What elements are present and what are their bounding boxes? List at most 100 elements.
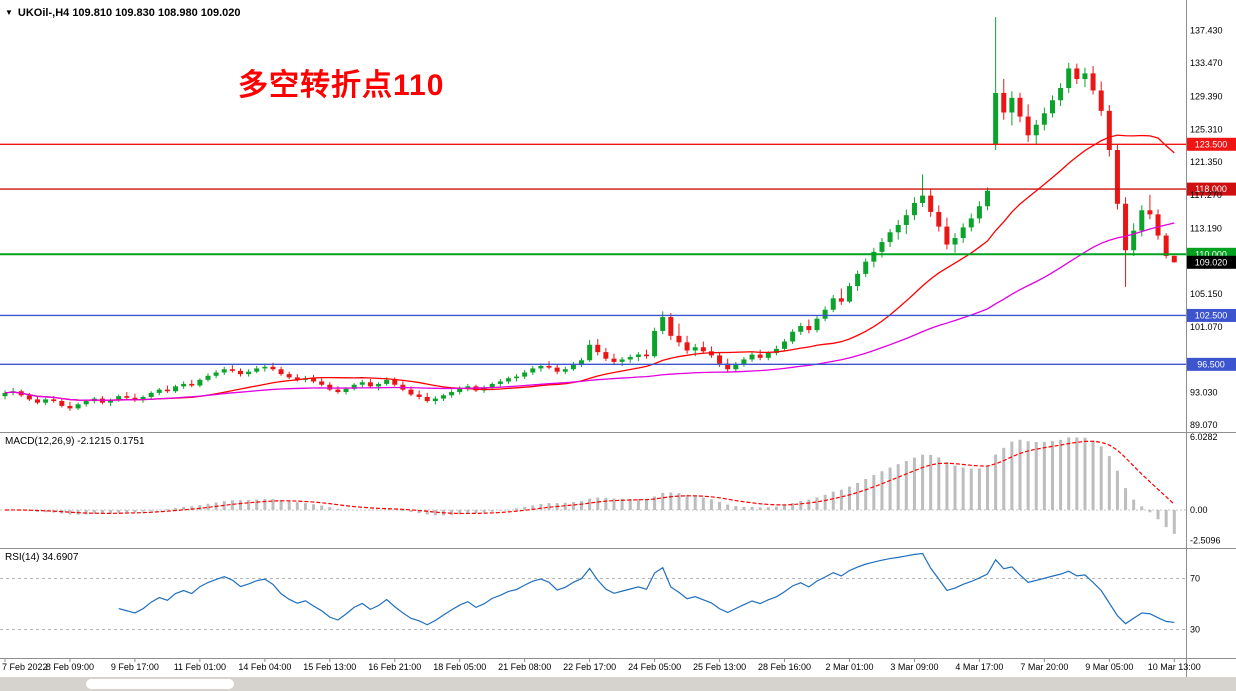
candle-body — [725, 363, 731, 370]
candle-body — [595, 344, 601, 353]
candle-body — [1163, 235, 1169, 256]
candle-body — [895, 224, 901, 233]
time-axis-label: 18 Feb 05:00 — [433, 662, 486, 672]
macd-axis-label: 6.0282 — [1190, 432, 1218, 442]
candle-body — [1123, 203, 1129, 251]
price-axis-label: 89.070 — [1190, 420, 1218, 430]
candle-body — [1147, 210, 1153, 215]
candle-body — [1017, 97, 1023, 117]
candlestick-chart-icon: ▼ — [5, 8, 13, 17]
candle-body — [311, 378, 317, 382]
candle-body — [108, 400, 114, 403]
candle-body — [749, 354, 755, 360]
candle-body — [294, 377, 300, 380]
time-axis-label: 22 Feb 17:00 — [563, 662, 616, 672]
candle-body — [538, 365, 544, 369]
candle-body — [611, 358, 617, 362]
candle-body — [59, 401, 65, 406]
candle-body — [976, 206, 982, 219]
rsi-line — [118, 552, 1175, 626]
candle-body — [1082, 73, 1088, 80]
candle-body — [944, 226, 950, 245]
candle-body — [124, 396, 130, 398]
candle-body — [83, 401, 89, 405]
rsi-axis-label: 70 — [1190, 574, 1200, 584]
candle-body — [887, 232, 893, 243]
candle-body — [376, 383, 382, 387]
candle-body — [765, 352, 771, 358]
candle-body — [457, 388, 463, 393]
candle-body — [579, 360, 585, 365]
candle-body — [822, 309, 828, 319]
candle-body — [351, 384, 357, 389]
price-axis-label: 137.430 — [1190, 26, 1223, 36]
time-axis-label: 8 Feb 09:00 — [46, 662, 94, 672]
candle-body — [1025, 116, 1031, 136]
candle-body — [229, 369, 235, 371]
candle-body — [1033, 124, 1039, 136]
candle-body — [757, 354, 763, 358]
candle-body — [741, 359, 747, 365]
candle-body — [522, 372, 528, 377]
candle-body — [554, 367, 560, 372]
candle-body — [164, 389, 170, 392]
candle-body — [1155, 214, 1161, 236]
candle-body — [660, 317, 666, 331]
price-axis-label: 133.470 — [1190, 58, 1223, 68]
time-axis-label: 9 Mar 05:00 — [1085, 662, 1133, 672]
candle-body — [67, 405, 73, 409]
candle-body — [173, 386, 179, 392]
candle-body — [652, 330, 658, 357]
candle-body — [221, 369, 227, 373]
time-axis-label: 16 Feb 21:00 — [368, 662, 421, 672]
candle-body — [278, 369, 284, 375]
candle-body — [416, 394, 422, 397]
candle-body — [489, 383, 495, 388]
price-axis-label: 121.350 — [1190, 157, 1223, 167]
candle-body — [424, 396, 430, 402]
candle-body — [497, 381, 503, 384]
chart-header: ▼ UKOil-,H4 109.810 109.830 108.980 109.… — [5, 7, 241, 19]
candle-body — [863, 261, 869, 274]
candle-body — [968, 218, 974, 228]
price-axis-label: 129.390 — [1190, 91, 1223, 101]
candle-body — [1058, 88, 1064, 101]
candle-body — [197, 379, 203, 386]
candle-body — [920, 195, 926, 203]
candle-body — [798, 326, 804, 332]
current-price-box — [1187, 255, 1236, 269]
candle-body — [270, 366, 276, 370]
candle-body — [1114, 149, 1120, 204]
taskbar-search-pill[interactable] — [86, 679, 234, 689]
macd-axis-label: 0.00 — [1190, 505, 1208, 515]
candle-body — [43, 399, 49, 403]
candle-body — [782, 341, 788, 349]
candle-body — [952, 238, 958, 245]
price-axis-label: 113.190 — [1190, 223, 1222, 233]
candle-body — [993, 92, 999, 145]
candle-body — [286, 374, 292, 378]
price-level-box — [1187, 182, 1236, 196]
candle-body — [838, 298, 844, 302]
candle-body — [911, 202, 917, 216]
price-level-box-label: 110.000 — [1195, 249, 1227, 259]
price-level-box-label: 118.000 — [1195, 184, 1227, 194]
candle-body — [189, 383, 195, 386]
candle-body — [156, 389, 162, 393]
candle-body — [1041, 113, 1047, 125]
candle-body — [514, 376, 520, 379]
price-level-box-label: 96.500 — [1197, 359, 1225, 369]
price-axis-label: 125.310 — [1190, 125, 1223, 135]
candle-body — [246, 371, 252, 375]
time-axis-label: 11 Feb 01:00 — [174, 662, 226, 672]
candle-body — [140, 396, 146, 400]
candle-body — [928, 195, 934, 212]
candle-body — [449, 392, 455, 396]
candle-body — [903, 215, 909, 225]
candle-body — [262, 366, 268, 369]
candle-body — [1049, 100, 1055, 114]
annotation-text[interactable]: 多空转折点110 — [238, 69, 445, 102]
candle-body — [1001, 92, 1007, 113]
candle-body — [1066, 68, 1072, 89]
candle-body — [1106, 110, 1112, 150]
